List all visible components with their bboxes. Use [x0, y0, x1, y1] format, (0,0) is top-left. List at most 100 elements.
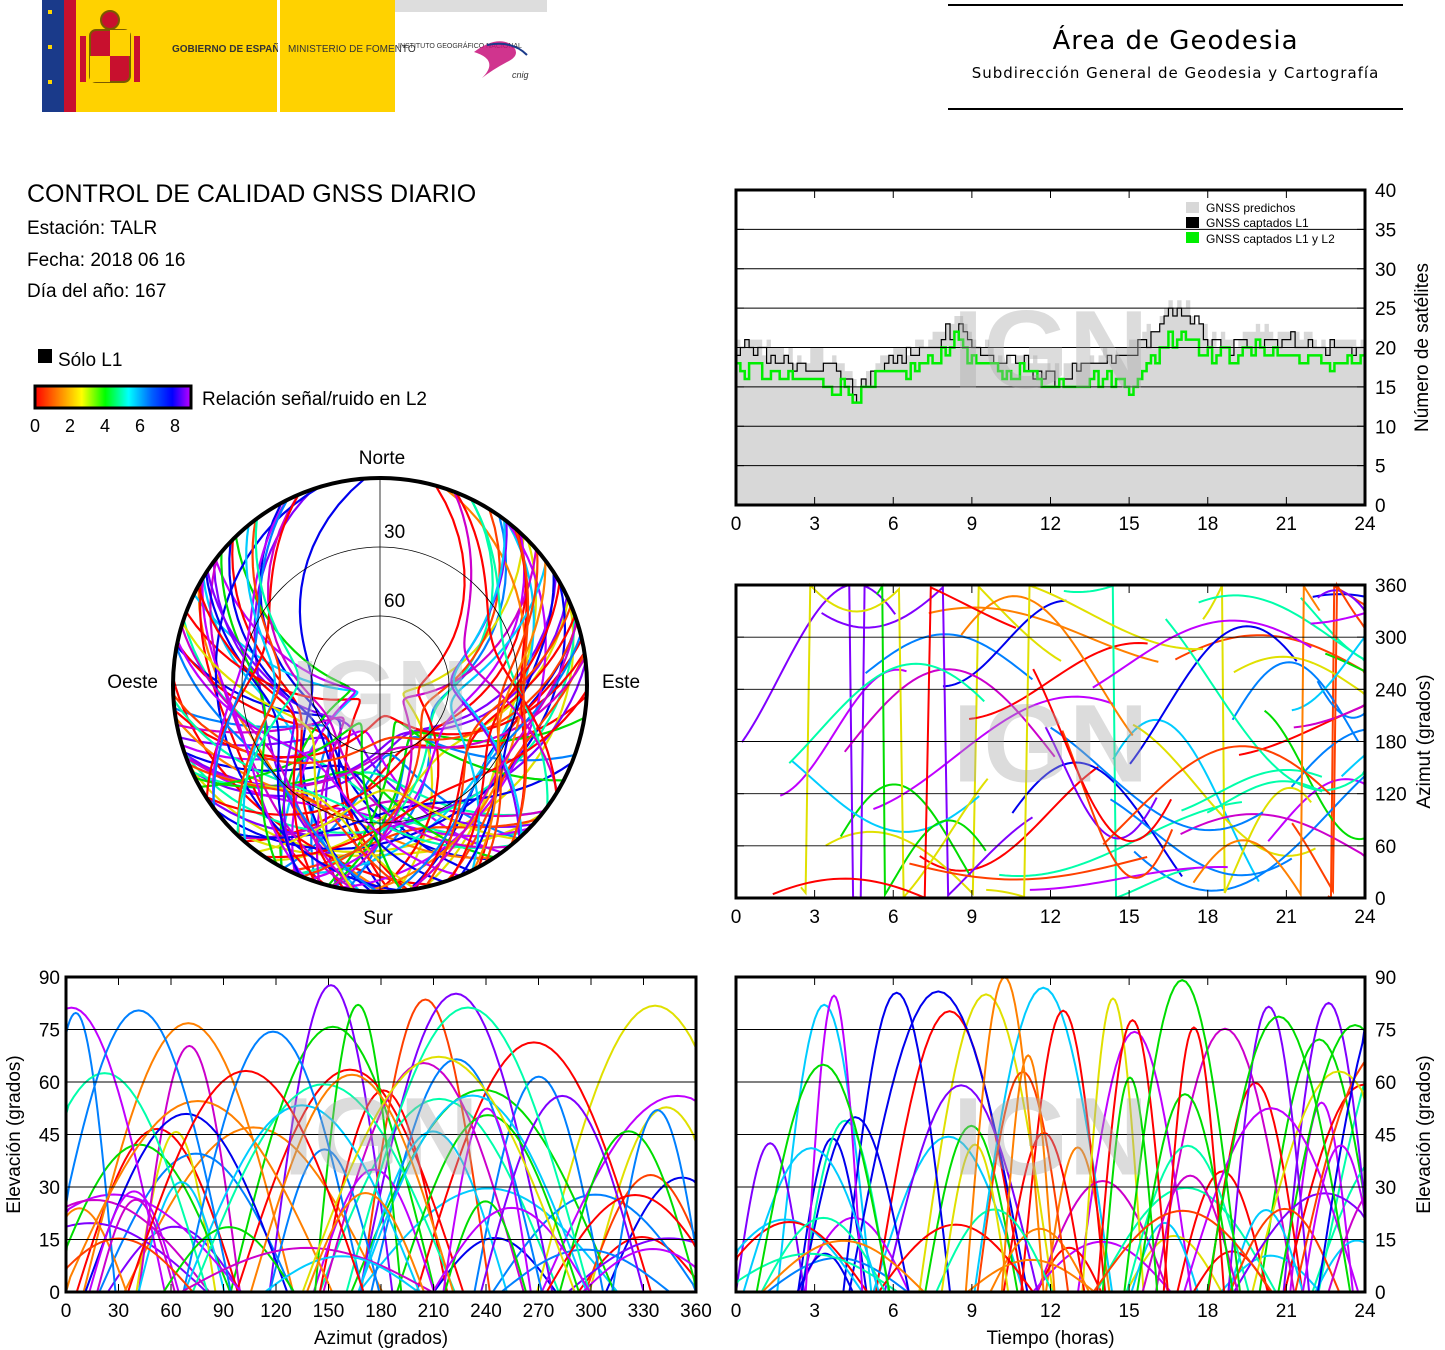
doy-label: Día del año: 167 — [27, 281, 167, 302]
x-tick-label: 24 — [1354, 514, 1376, 535]
x-tick-label: 15 — [1119, 1301, 1140, 1322]
satellite-track — [883, 1084, 1039, 1293]
y-tick-label: 75 — [39, 1021, 60, 1042]
satellite-track — [82, 1022, 295, 1293]
satellite-track — [357, 1130, 508, 1293]
x-tick-label: 12 — [1040, 1301, 1061, 1322]
satellite-track — [191, 1083, 456, 1293]
y-tick-label: 30 — [1375, 260, 1396, 281]
plot-frame — [64, 975, 698, 1294]
y-tick-label: 10 — [1375, 417, 1396, 438]
government-logo-block: GOBIERNO DE ESPAÑA MINISTERIO DE FOMENTO… — [42, 0, 547, 112]
satellite-track — [825, 584, 1062, 897]
satellite-track — [1180, 813, 1366, 858]
x-tick-label: 0 — [731, 1301, 742, 1322]
x-tick-label: 12 — [1040, 907, 1061, 928]
y-tick-label: 15 — [1375, 1231, 1396, 1252]
satellite-track — [1231, 661, 1360, 743]
satellite-track — [1229, 1207, 1341, 1293]
satellite-track — [772, 585, 1017, 900]
y-tick-label: 0 — [49, 1283, 60, 1304]
satellite-track — [65, 1009, 232, 1293]
west-label: Oeste — [107, 672, 158, 693]
satellite-track — [98, 1152, 294, 1293]
satellite-track — [788, 662, 985, 764]
y-tick-label: 5 — [1375, 457, 1386, 478]
x-tick-label: 6 — [888, 514, 899, 535]
series-l1l2-line — [736, 330, 1367, 404]
ring-label-30: 30 — [384, 522, 405, 543]
coat-of-arms-icon — [80, 10, 140, 83]
satellite-track — [1154, 1027, 1296, 1293]
satellite-track — [1020, 1009, 1107, 1293]
y-tick-label: 120 — [1375, 785, 1407, 806]
snr-tick-label: 4 — [100, 416, 110, 436]
satellite-track — [1123, 979, 1241, 1293]
satellite-track — [268, 984, 394, 1293]
satellite-track — [249, 1073, 455, 1293]
sky-track — [409, 619, 578, 891]
satellite-track — [755, 1063, 891, 1293]
satellite-track — [180, 1246, 433, 1293]
satellite-track — [611, 1109, 697, 1293]
area-subtitle: Subdirección General de Geodesia y Carto… — [971, 64, 1380, 82]
sky-track — [236, 518, 300, 836]
satellite-track — [940, 1143, 1010, 1293]
azimuth-time-chart: 0 60 120 180 240 300 360 0 3 6 9 12 15 18 21 24 IGN Azim… — [731, 576, 1435, 928]
snr-tick-label: 0 — [30, 416, 40, 436]
satellite-track — [909, 856, 1148, 881]
x-tick-label: 18 — [1197, 514, 1218, 535]
x-tick-label: 240 — [470, 1301, 502, 1322]
satellite-track — [1162, 1026, 1226, 1293]
x-tick-label: 360 — [680, 1301, 712, 1322]
elevation-time-chart: 0 15 30 45 60 75 90 0 3 6 9 12 15 18 21 24 IGN Elevación… — [731, 968, 1435, 1349]
satellite-track — [357, 1094, 588, 1293]
y-tick-label: 60 — [39, 1073, 60, 1094]
sky-track — [197, 585, 316, 882]
y-tick-label: 60 — [1375, 837, 1396, 858]
x-tick-label: 330 — [628, 1301, 660, 1322]
y-tick-label: 20 — [1375, 339, 1396, 360]
snr-tick-label: 2 — [65, 416, 75, 436]
sky-track — [450, 561, 548, 871]
y-tick-label: 180 — [1375, 733, 1407, 754]
y-tick-label: 60 — [1375, 1073, 1396, 1094]
x-tick-label: 90 — [213, 1301, 234, 1322]
sky-track — [298, 478, 373, 892]
sky-track — [206, 570, 299, 876]
satellite-track — [301, 1055, 576, 1293]
sky-track — [413, 615, 577, 890]
satellite-track — [1029, 866, 1228, 891]
sky-track — [424, 604, 573, 888]
sky-track — [264, 689, 587, 859]
satellite-track — [1044, 726, 1158, 840]
satellite-track — [491, 1193, 697, 1293]
x-tick-label: 21 — [1276, 907, 1297, 928]
horizon-circle — [171, 476, 589, 894]
sky-track — [173, 621, 579, 765]
y-tick-label: 35 — [1375, 220, 1396, 241]
x-tick-label: 120 — [260, 1301, 292, 1322]
snr-tick-label: 8 — [170, 416, 180, 436]
ministerio-block — [278, 0, 395, 112]
satellite-track — [123, 1126, 384, 1293]
y-tick-label: 40 — [1375, 181, 1396, 202]
plot-frame — [734, 188, 1367, 507]
logo-graphic: GOBIERNO DE ESPAÑA MINISTERIO DE FOMENTO… — [42, 0, 547, 112]
satellite-track — [1129, 625, 1298, 765]
satellite-track — [1233, 655, 1366, 696]
satellite-track — [875, 582, 987, 899]
satellite-track — [322, 1062, 525, 1293]
sky-track — [228, 541, 445, 883]
satellite-track — [1032, 668, 1173, 843]
satellite-track — [558, 1130, 697, 1293]
satellite-track — [312, 1168, 435, 1293]
y-tick-label: 75 — [1375, 1021, 1396, 1042]
satellite-track — [1206, 1015, 1352, 1293]
satellite-track — [1133, 775, 1366, 892]
sky-track — [473, 560, 547, 870]
x-tick-label: 0 — [731, 907, 742, 928]
satellite-track — [966, 1258, 1096, 1293]
snr-tick-label: 6 — [135, 416, 145, 436]
satellite-track — [96, 1198, 176, 1293]
